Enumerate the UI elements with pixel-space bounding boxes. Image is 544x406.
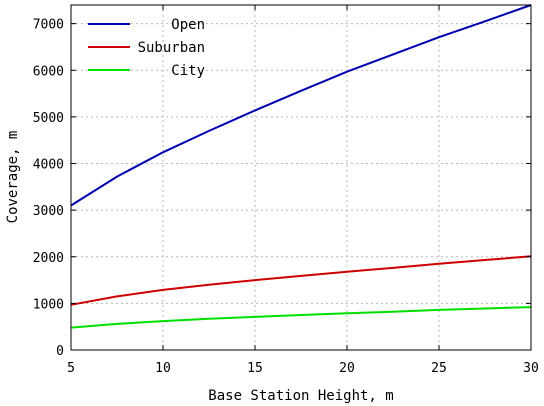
grid-layer	[71, 5, 531, 350]
legend-label-suburban: Suburban	[138, 40, 205, 56]
legend-label-city: City	[171, 63, 205, 79]
y-tick-label: 6000	[33, 64, 64, 79]
legend-label-open: Open	[171, 17, 205, 33]
x-tick-label: 10	[155, 361, 171, 376]
series-line-city	[70, 306, 532, 329]
y-tick-label: 3000	[33, 204, 64, 219]
tick-layer: 5 10 15 20 25 30 0 1000 2000 3000 4000 5000 6000 7000	[33, 5, 539, 376]
y-axis-label: Coverage, m	[5, 131, 21, 224]
y-tick-label: 2000	[33, 251, 64, 266]
y-tick-label: 0	[56, 344, 64, 359]
x-tick-label: 5	[67, 361, 75, 376]
y-tick-label: 4000	[33, 158, 64, 173]
x-tick-label: 15	[247, 361, 263, 376]
y-tick-label: 5000	[33, 111, 64, 126]
x-tick-label: 20	[339, 361, 355, 376]
series-line-suburban	[70, 255, 532, 306]
legend: Open Suburban City	[88, 17, 205, 79]
x-axis-label: Base Station Height, m	[208, 388, 393, 404]
x-tick-label: 30	[523, 361, 539, 376]
y-tick-label: 7000	[33, 18, 64, 33]
series-layer	[70, 4, 532, 329]
x-tick-label: 25	[431, 361, 447, 376]
plot-frame	[70, 4, 532, 351]
y-tick-label: 1000	[33, 297, 64, 312]
series-line-open	[70, 4, 532, 207]
